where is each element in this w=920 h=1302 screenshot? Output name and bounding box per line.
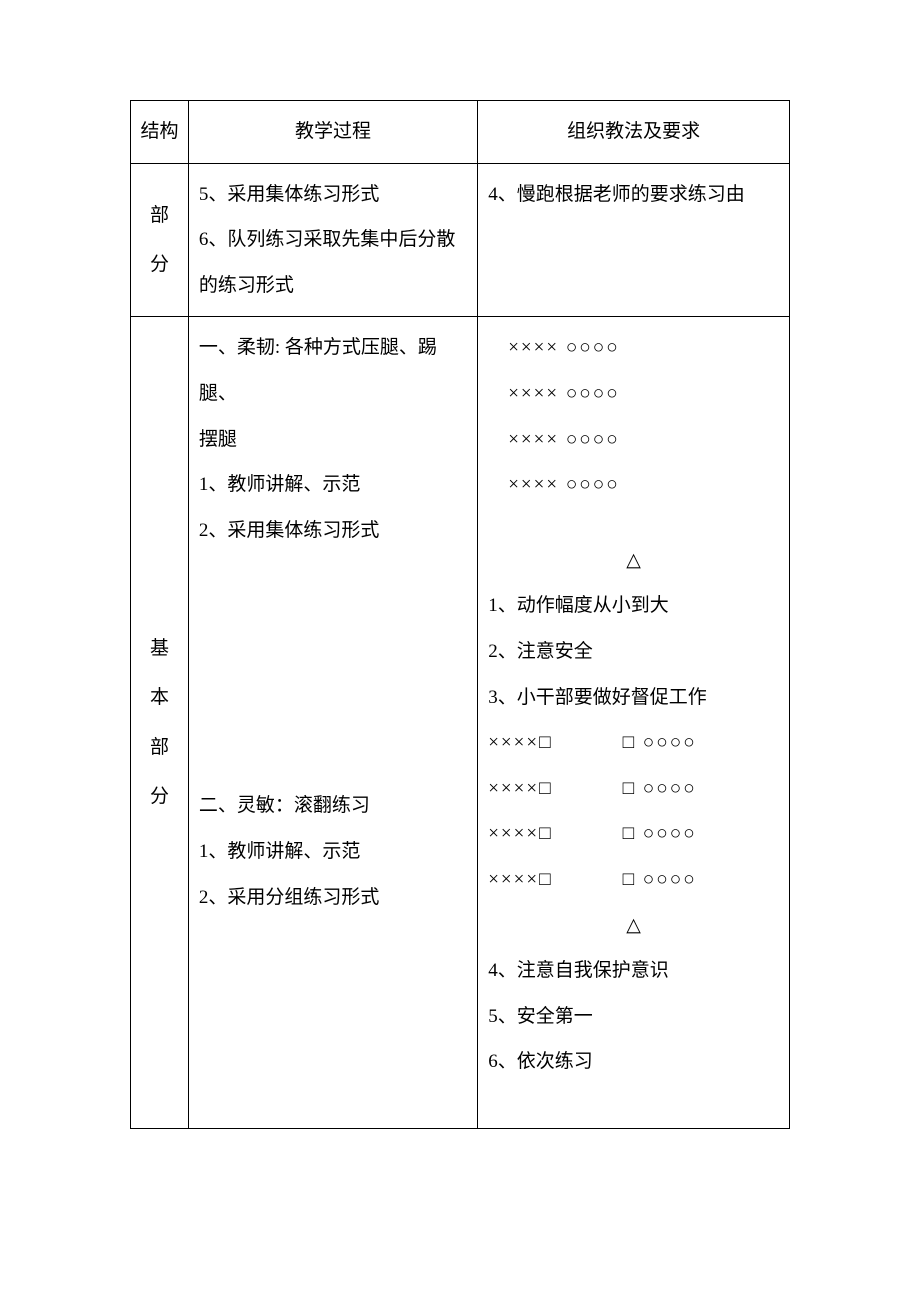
formation-text: ×××× ○○○○ — [508, 474, 620, 495]
formation-line: ××××□ □ ○○○○ — [488, 720, 779, 766]
process-cell-jiben: 一、柔韧: 各种方式压腿、踢腿、 摆腿 1、教师讲解、示范 2、采用集体练习形式… — [188, 317, 477, 1129]
formation-left: ××××□ — [488, 732, 552, 753]
process-line: 二、灵敏：滚翻练习 — [199, 783, 467, 829]
spacer — [488, 508, 779, 538]
org-note: 6、依次练习 — [488, 1039, 779, 1085]
formation-left: ××××□ — [488, 823, 552, 844]
label-char: 基 — [135, 624, 184, 673]
section-label-jiben: 基 本 部 分 — [131, 317, 189, 1129]
header-organization: 组织教法及要求 — [478, 101, 790, 164]
formation-text: ×××× ○○○○ — [508, 429, 620, 450]
formation-right: □ ○○○○ — [623, 778, 697, 799]
process-line: 1、教师讲解、示范 — [199, 462, 467, 508]
formation-left: ××××□ — [488, 869, 552, 890]
table-row: 部 分 5、采用集体练习形式 6、队列练习采取先集中后分散 的练习形式 4、慢跑… — [131, 163, 790, 317]
process-line: 的练习形式 — [199, 263, 467, 309]
table-row: 基 本 部 分 一、柔韧: 各种方式压腿、踢腿、 摆腿 1、教师讲解、示范 2、… — [131, 317, 790, 1129]
formation-line: ××××□ □ ○○○○ — [488, 857, 779, 903]
table-header-row: 结构 教学过程 组织教法及要求 — [131, 101, 790, 164]
org-cell-jiben: ×××× ○○○○ ×××× ○○○○ ×××× ○○○○ ×××× ○○○○ … — [478, 317, 790, 1129]
org-note: 2、注意安全 — [488, 629, 779, 675]
label-char: 部 — [135, 191, 184, 240]
triangle-icon: △ — [488, 903, 779, 949]
formation-left: ××××□ — [488, 778, 552, 799]
org-line: 4、慢跑根据老师的要求练习由 — [488, 172, 779, 218]
org-note: 1、动作幅度从小到大 — [488, 583, 779, 629]
formation-text: ×××× ○○○○ — [508, 383, 620, 404]
triangle-icon: △ — [488, 538, 779, 584]
formation-line: ×××× ○○○○ — [488, 417, 779, 463]
label-char: 分 — [135, 772, 184, 821]
process-line: 一、柔韧: 各种方式压腿、踢腿、 — [199, 325, 467, 416]
label-char: 本 — [135, 673, 184, 722]
spacer — [199, 920, 467, 1120]
formation-line: ××××□ □ ○○○○ — [488, 811, 779, 857]
org-note: 5、安全第一 — [488, 994, 779, 1040]
label-char: 分 — [135, 240, 184, 289]
formation-line: ×××× ○○○○ — [488, 462, 779, 508]
org-cell-bufen: 4、慢跑根据老师的要求练习由 — [478, 163, 790, 317]
label-char: 部 — [135, 723, 184, 772]
org-note: 3、小干部要做好督促工作 — [488, 675, 779, 721]
process-cell-bufen: 5、采用集体练习形式 6、队列练习采取先集中后分散 的练习形式 — [188, 163, 477, 317]
formation-line: ×××× ○○○○ — [488, 371, 779, 417]
formation-line: ×××× ○○○○ — [488, 325, 779, 371]
section-label-bufen: 部 分 — [131, 163, 189, 317]
formation-right: □ ○○○○ — [623, 823, 697, 844]
formation-right: □ ○○○○ — [623, 732, 697, 753]
org-note: 4、注意自我保护意识 — [488, 948, 779, 994]
lesson-plan-table: 结构 教学过程 组织教法及要求 部 分 5、采用集体练习形式 6、队列练习采取先… — [130, 100, 790, 1129]
lesson-plan-page: 结构 教学过程 组织教法及要求 部 分 5、采用集体练习形式 6、队列练习采取先… — [130, 100, 790, 1129]
spacer — [199, 553, 467, 783]
header-process: 教学过程 — [188, 101, 477, 164]
formation-line: ××××□ □ ○○○○ — [488, 766, 779, 812]
formation-text: ×××× ○○○○ — [508, 337, 620, 358]
process-line: 2、采用分组练习形式 — [199, 875, 467, 921]
process-line: 6、队列练习采取先集中后分散 — [199, 217, 467, 263]
formation-right: □ ○○○○ — [623, 869, 697, 890]
process-line: 摆腿 — [199, 417, 467, 463]
process-line: 5、采用集体练习形式 — [199, 172, 467, 218]
header-structure: 结构 — [131, 101, 189, 164]
process-line: 2、采用集体练习形式 — [199, 508, 467, 554]
process-line: 1、教师讲解、示范 — [199, 829, 467, 875]
